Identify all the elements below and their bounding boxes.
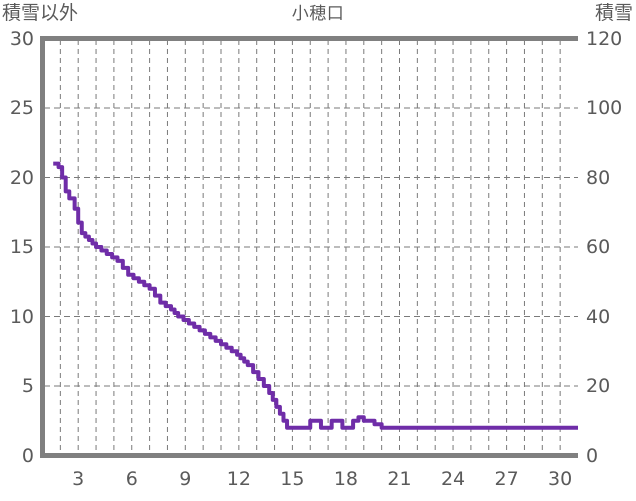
vertical-gridlines xyxy=(59,40,561,454)
left-tick-15: 15 xyxy=(9,236,34,258)
left-tick-25: 25 xyxy=(9,97,34,119)
right-tick-80: 80 xyxy=(586,166,611,189)
chart-title: 小穂口 xyxy=(291,4,345,24)
right-tick-60: 60 xyxy=(586,236,611,258)
x-tick-21: 21 xyxy=(387,468,412,490)
x-tick-24: 24 xyxy=(440,468,466,490)
horizontal-gridlines xyxy=(44,107,578,387)
plot-frame xyxy=(40,36,578,458)
x-tick-12: 12 xyxy=(226,468,251,490)
right-tick-100: 100 xyxy=(586,97,623,119)
x-tick-30: 30 xyxy=(548,468,573,490)
x-tick-6: 6 xyxy=(125,468,138,490)
right-tick-40: 40 xyxy=(586,305,611,328)
left-tick-30: 30 xyxy=(9,27,34,50)
x-tick-3: 3 xyxy=(72,468,85,490)
x-tick-9: 9 xyxy=(179,468,192,490)
right-axis-title: 積雪 xyxy=(594,2,633,24)
left-tick-0: 0 xyxy=(21,444,34,467)
left-axis-title: 積雪以外 xyxy=(2,2,79,24)
x-tick-18: 18 xyxy=(333,468,359,490)
right-tick-0: 0 xyxy=(586,444,599,467)
left-tick-20: 20 xyxy=(9,166,34,189)
x-tick-15: 15 xyxy=(280,468,305,490)
right-tick-120: 120 xyxy=(586,27,623,50)
snow-depth-line xyxy=(53,161,578,430)
left-tick-10: 10 xyxy=(9,305,34,328)
left-tick-5: 5 xyxy=(21,375,34,397)
right-tick-20: 20 xyxy=(586,375,611,397)
x-tick-27: 27 xyxy=(494,468,519,490)
